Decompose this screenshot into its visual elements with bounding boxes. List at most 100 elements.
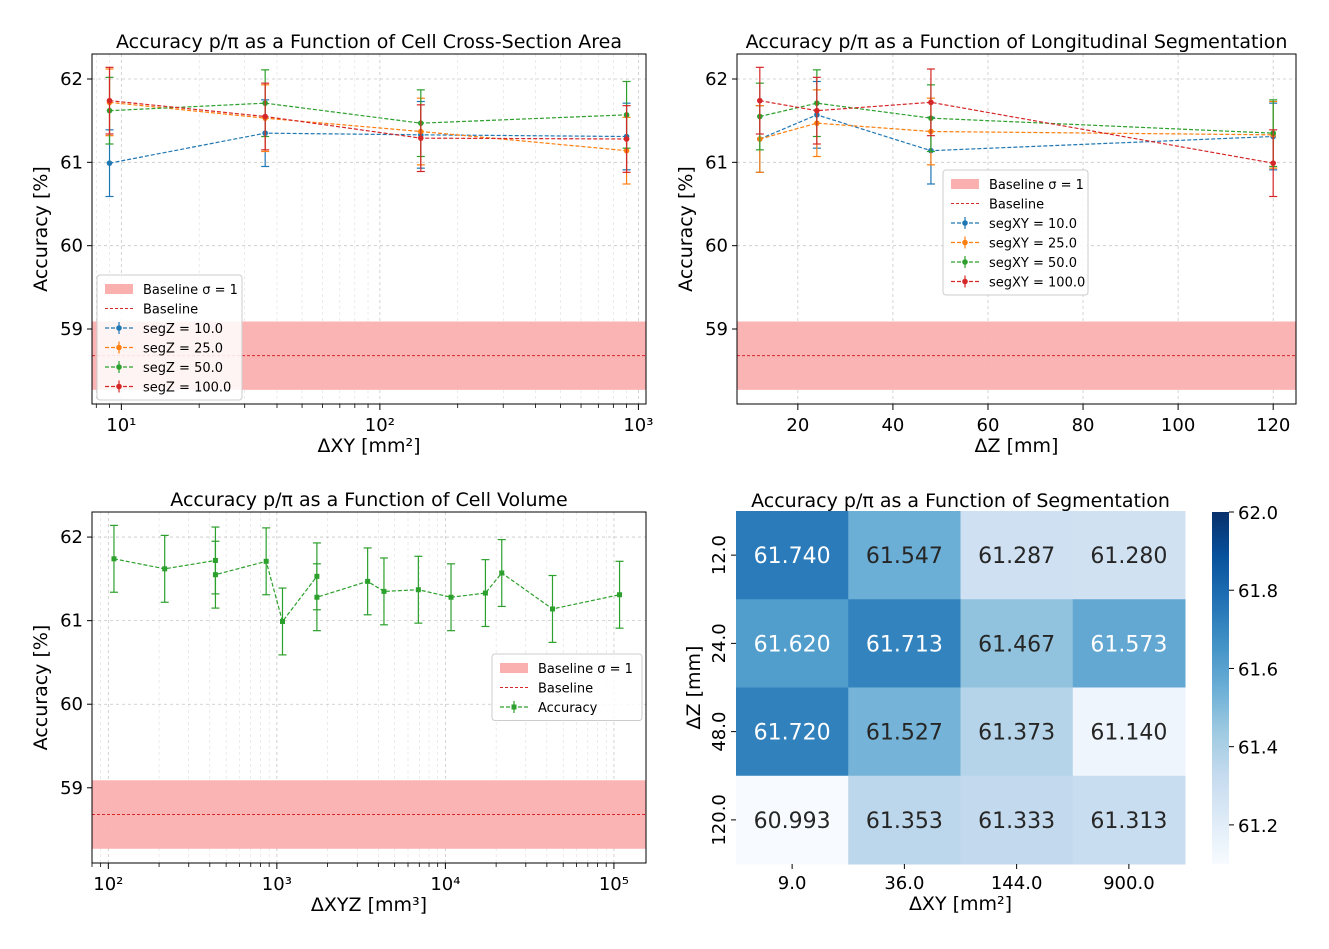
legend-frame <box>942 169 1089 296</box>
heatmap-cell <box>960 599 1074 688</box>
x-tick-label: 36.0 <box>884 873 924 894</box>
series-line-0 <box>113 558 620 623</box>
chart-p1: 59 60 61 62 10¹ 10² 10³ Accuracy p/π as a Funct… <box>30 31 653 457</box>
chart-p4: 61.740 61.547 61.287 61.280 61.620 61.713 61.4… <box>683 490 1278 915</box>
data-point <box>482 590 488 596</box>
heatmap-cell-label: 61.713 <box>866 632 943 657</box>
data-point <box>111 556 117 562</box>
heatmap-cell <box>736 687 849 777</box>
legend-marker <box>116 383 122 390</box>
y-tick-label: 61 <box>60 611 83 632</box>
data-point <box>212 572 218 578</box>
y-tick-label: 60 <box>60 694 83 715</box>
y-tick-label: 62 <box>60 527 83 548</box>
series-line-2 <box>109 102 627 124</box>
legend-band-swatch <box>500 663 528 673</box>
data-point <box>928 99 934 106</box>
heatmap-cell-label: 61.467 <box>978 632 1055 657</box>
y-tick-label: 48.0 <box>709 712 730 752</box>
data-point <box>757 97 763 104</box>
legend-label: segXY = 25.0 <box>989 237 1077 252</box>
x-tick-label: 10² <box>365 415 395 436</box>
data-point <box>1270 160 1276 166</box>
data-point <box>549 606 555 612</box>
data-point <box>499 570 505 576</box>
data-point <box>415 587 421 593</box>
x-tick-label: 100 <box>1161 415 1195 436</box>
colorbar-tick-label: 61.6 <box>1238 659 1278 680</box>
x-tick-label: 9.0 <box>778 873 807 894</box>
data-point <box>365 578 371 584</box>
data-point <box>814 107 820 114</box>
colorbar-tick-label: 62.0 <box>1238 503 1278 524</box>
x-tick-label: 10⁵ <box>599 874 629 895</box>
heatmap-cell <box>736 599 849 688</box>
chart-p2: 59 60 61 62 20 40 60 80 100 120 Accuracy p/π as a … <box>675 31 1297 457</box>
series-line-0 <box>759 114 1274 152</box>
legend-marker <box>962 278 968 285</box>
legend-label: Accuracy <box>538 701 598 716</box>
heatmap-cell-label: 61.740 <box>754 544 831 569</box>
legend-frame <box>96 274 243 401</box>
x-axis-label: ΔXY [mm²] <box>317 435 420 457</box>
data-point <box>617 592 623 598</box>
x-axis-label: ΔZ [mm] <box>975 435 1059 457</box>
heatmap-cell-label: 61.333 <box>978 809 1055 834</box>
y-tick-label: 61 <box>60 152 83 173</box>
data-point <box>263 558 269 564</box>
x-axis-label: ΔXYZ [mm³] <box>311 894 427 916</box>
legend-marker <box>116 325 122 331</box>
heatmap-cell-label: 61.313 <box>1090 809 1167 834</box>
legend-label: Baseline σ = 1 <box>143 283 238 298</box>
y-tick-label: 60 <box>60 236 83 257</box>
series-line-0 <box>109 132 627 164</box>
data-point <box>314 594 320 600</box>
x-tick-label: 40 <box>881 415 904 436</box>
heatmap-cell-label: 60.993 <box>754 809 831 834</box>
heatmap-cell-label: 61.373 <box>978 721 1055 746</box>
heatmap-cell <box>1072 511 1186 600</box>
legend-label: Baseline <box>538 682 593 697</box>
chart-title: Accuracy p/π as a Function of Segmentati… <box>751 490 1170 512</box>
heatmap-cell-label: 61.573 <box>1090 632 1167 657</box>
y-axis-label: Accuracy [%] <box>675 166 697 292</box>
x-tick-label: 144.0 <box>991 873 1043 894</box>
series-line-3 <box>759 100 1274 164</box>
legend-frame <box>491 653 643 721</box>
y-tick-label: 62 <box>705 69 728 90</box>
x-tick-label: 120 <box>1256 415 1290 436</box>
x-axis-label: ΔXY [mm²] <box>909 893 1012 915</box>
plot-frame <box>91 53 647 405</box>
x-tick-label: 10³ <box>262 874 292 895</box>
legend-label: segXY = 100.0 <box>989 276 1085 291</box>
legend-marker <box>116 364 122 370</box>
legend-label: segZ = 10.0 <box>143 322 223 337</box>
legend: Baseline σ = 1 Baseline segXY = 10.0 segXY … <box>942 169 1089 296</box>
heatmap-cell <box>848 687 961 777</box>
heatmap-cell-label: 61.353 <box>866 809 943 834</box>
y-tick-label: 61 <box>705 152 728 173</box>
legend-label: segZ = 50.0 <box>143 361 223 376</box>
legend-label: Baseline σ = 1 <box>538 662 633 677</box>
data-point <box>106 160 113 166</box>
colorbar-tick-label: 61.4 <box>1238 738 1278 759</box>
data-point <box>162 566 168 572</box>
legend-marker <box>962 220 968 226</box>
legend-marker <box>962 239 968 246</box>
y-tick-label: 12.0 <box>709 535 730 575</box>
heatmap-cell <box>848 775 961 865</box>
x-tick-label: 10¹ <box>106 415 136 436</box>
x-tick-label: 20 <box>786 415 809 436</box>
plot-frame <box>736 53 1297 405</box>
heatmap-cell <box>960 775 1074 865</box>
legend-label: segZ = 25.0 <box>143 342 223 357</box>
y-tick-label: 59 <box>705 319 728 340</box>
heatmap-cell <box>960 511 1074 600</box>
y-tick-label: 24.0 <box>709 623 730 663</box>
x-tick-label: 60 <box>977 415 1000 436</box>
legend-label: segXY = 10.0 <box>989 217 1077 232</box>
y-tick-label: 120.0 <box>709 794 730 846</box>
heatmap-cell-label: 61.547 <box>866 544 943 569</box>
heatmap-cell <box>1072 687 1186 777</box>
legend-label: segXY = 50.0 <box>989 256 1077 271</box>
